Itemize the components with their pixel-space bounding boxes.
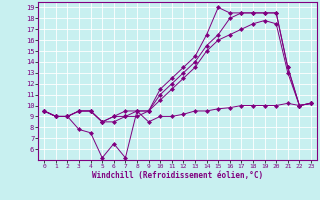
X-axis label: Windchill (Refroidissement éolien,°C): Windchill (Refroidissement éolien,°C)	[92, 171, 263, 180]
